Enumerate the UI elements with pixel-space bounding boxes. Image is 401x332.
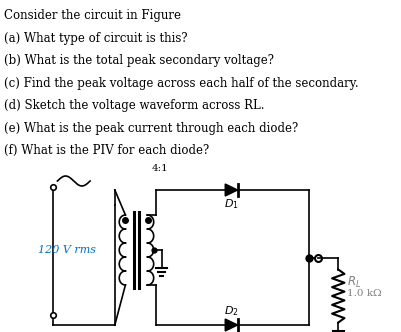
Text: (b) What is the total peak secondary voltage?: (b) What is the total peak secondary vol…	[4, 54, 274, 67]
Text: (a) What type of circuit is this?: (a) What type of circuit is this?	[4, 32, 188, 44]
Text: (d) Sketch the voltage waveform across RL.: (d) Sketch the voltage waveform across R…	[4, 99, 264, 112]
Text: Consider the circuit in Figure: Consider the circuit in Figure	[4, 9, 181, 22]
Text: $D_2$: $D_2$	[223, 304, 238, 318]
Polygon shape	[225, 184, 237, 196]
Text: (f) What is the PIV for each diode?: (f) What is the PIV for each diode?	[4, 144, 209, 157]
Text: 4:1: 4:1	[152, 164, 168, 173]
Text: (c) Find the peak voltage across each half of the secondary.: (c) Find the peak voltage across each ha…	[4, 76, 358, 90]
Text: 1.0 kΩ: 1.0 kΩ	[346, 290, 381, 298]
Text: (e) What is the peak current through each diode?: (e) What is the peak current through eac…	[4, 122, 298, 134]
Text: 120 V rms: 120 V rms	[38, 245, 96, 255]
Text: $D_1$: $D_1$	[223, 197, 238, 211]
Polygon shape	[225, 319, 237, 331]
Text: $R_L$: $R_L$	[346, 275, 360, 290]
